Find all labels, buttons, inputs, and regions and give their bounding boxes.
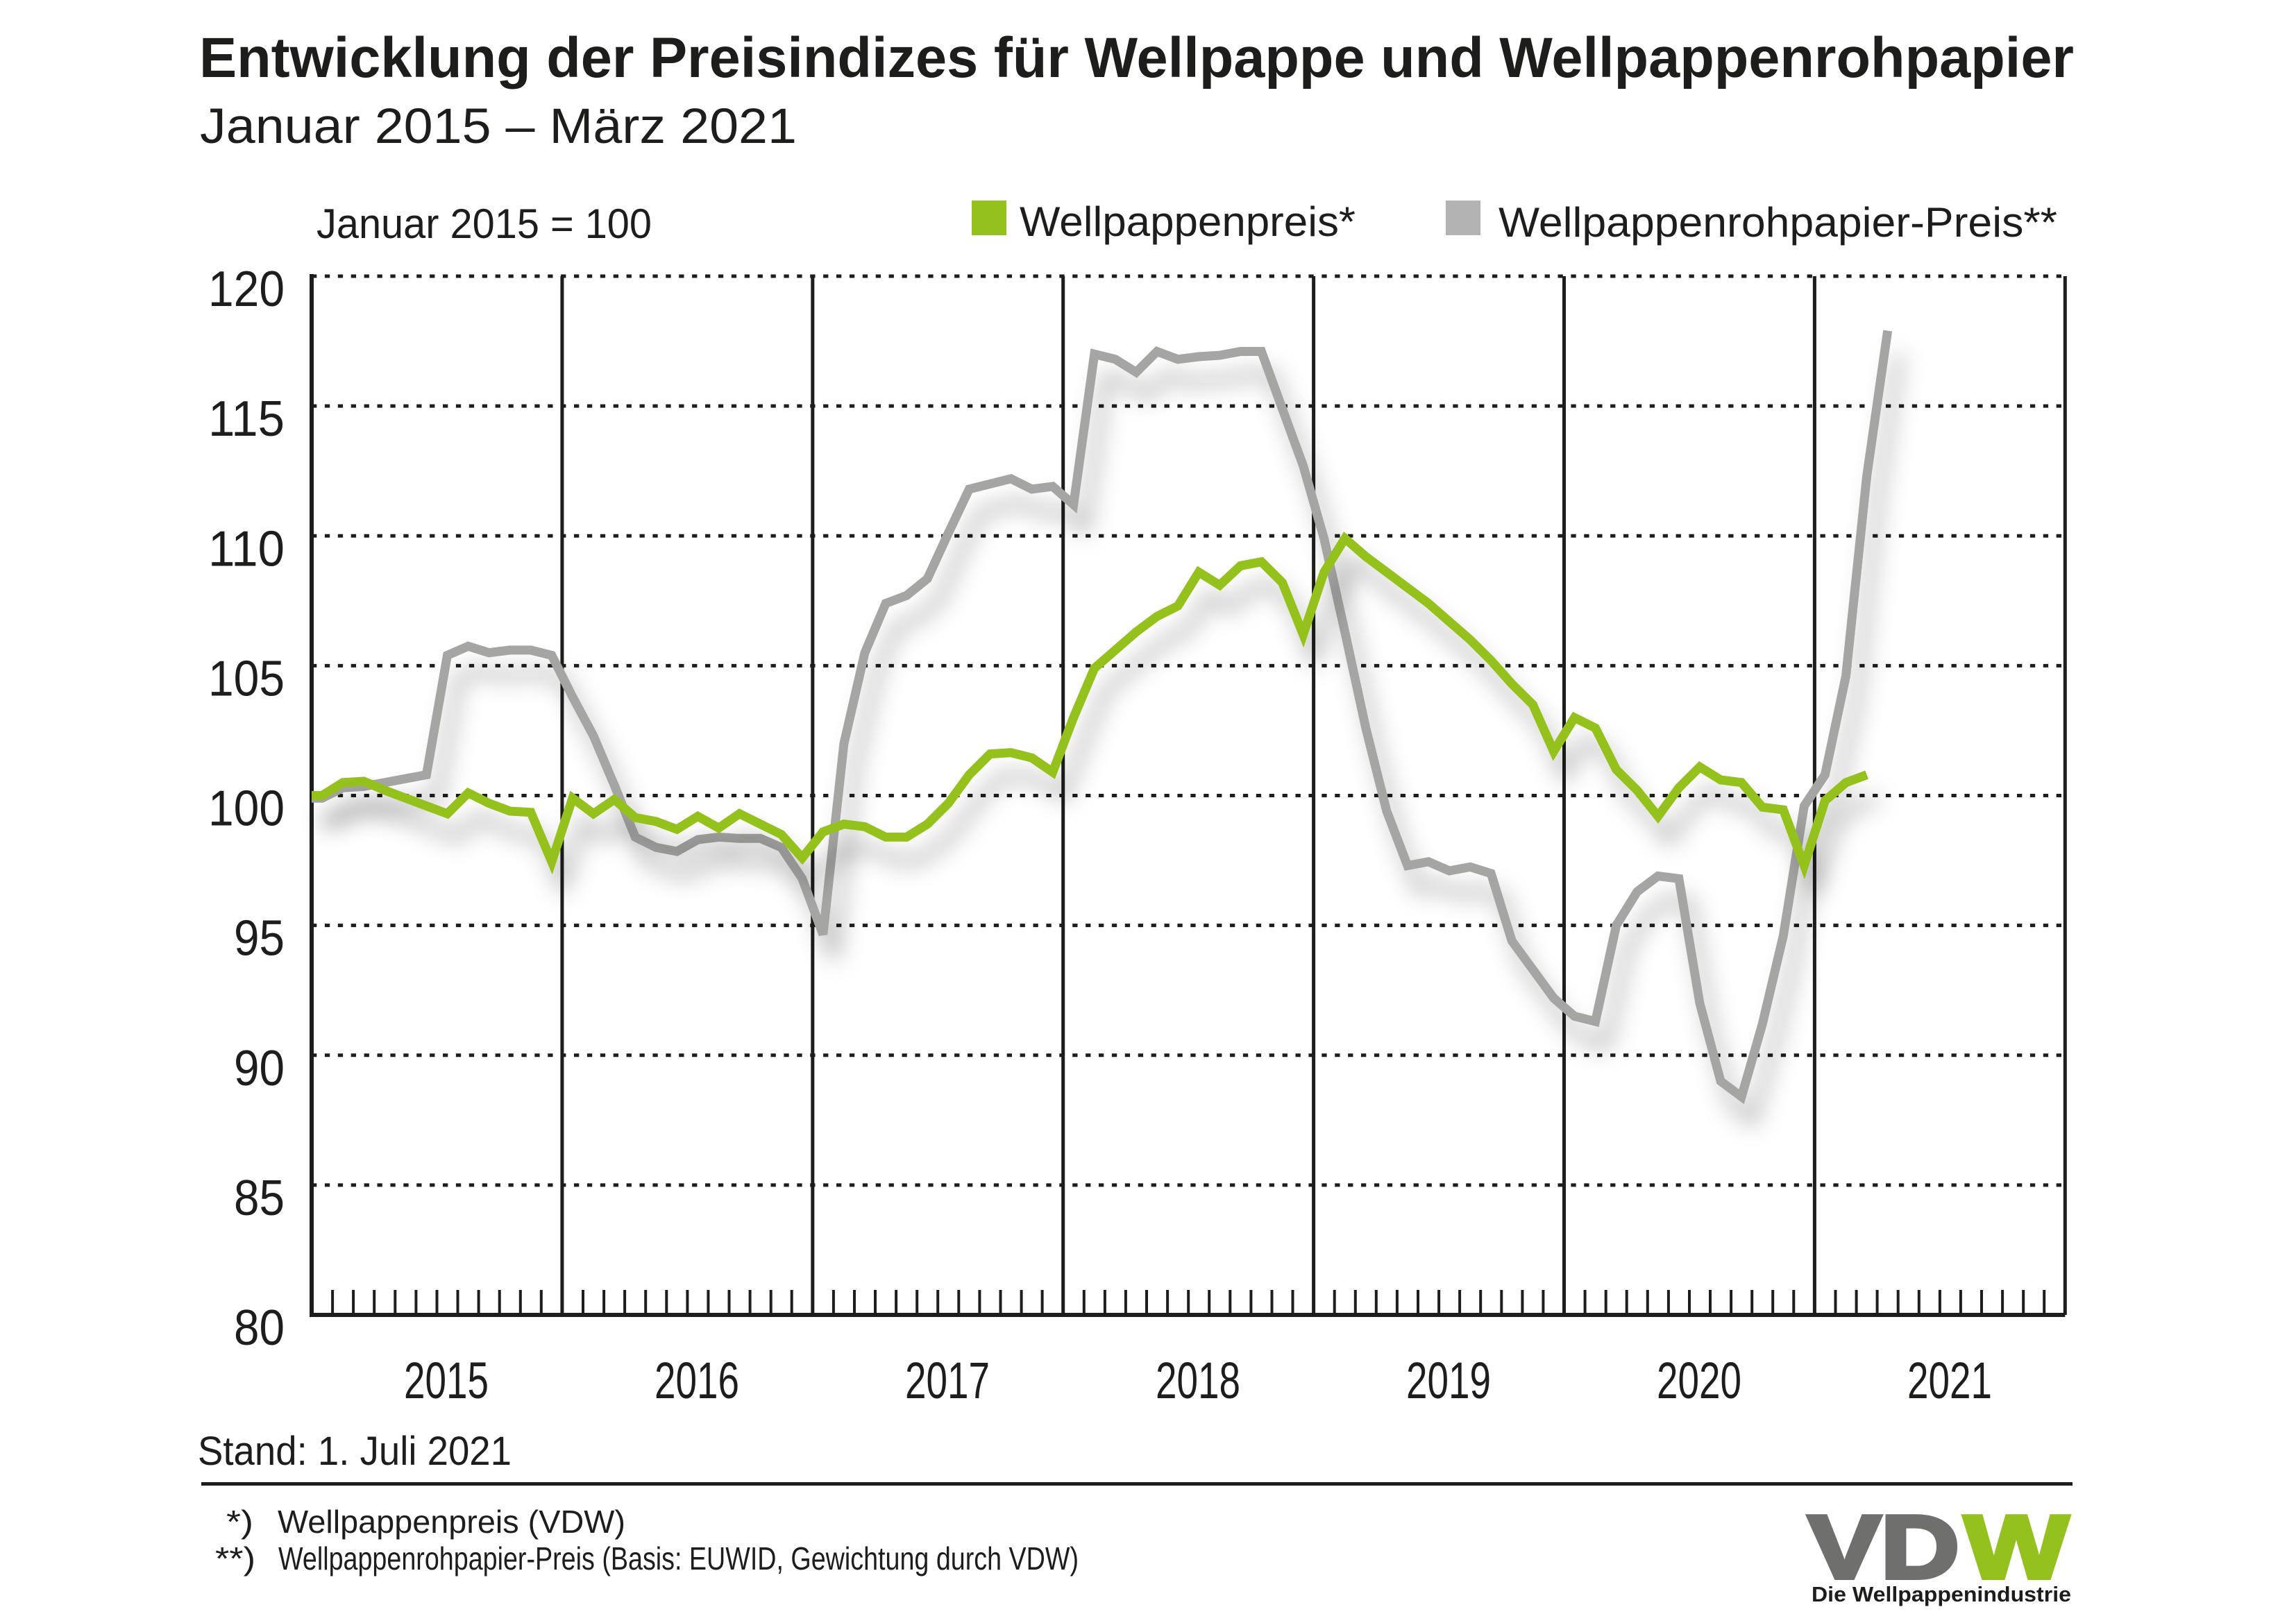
svg-text:2018: 2018 [1156,1352,1240,1409]
svg-text:80: 80 [234,1300,285,1356]
svg-text:Januar 2015 = 100: Januar 2015 = 100 [316,201,652,247]
svg-text:2016: 2016 [655,1352,739,1409]
svg-text:2015: 2015 [404,1352,489,1409]
svg-text:2021: 2021 [1907,1352,1992,1409]
svg-text:Entwicklung der Preisindizes f: Entwicklung der Preisindizes für Wellpap… [199,26,2074,90]
svg-text:Januar 2015 – März 2021: Januar 2015 – März 2021 [200,99,797,154]
svg-text:2020: 2020 [1657,1352,1741,1409]
svg-text:*): *) [226,1504,253,1540]
svg-text:85: 85 [234,1171,285,1226]
svg-text:Stand: 1. Juli 2021: Stand: 1. Juli 2021 [198,1429,512,1474]
svg-text:90: 90 [234,1041,285,1096]
svg-text:2019: 2019 [1406,1352,1491,1409]
svg-text:105: 105 [208,651,285,706]
svg-text:110: 110 [208,521,285,577]
svg-text:115: 115 [208,391,285,447]
svg-text:Wellpappenpreis*: Wellpappenpreis* [1020,198,1356,245]
svg-text:W: W [1964,1497,2068,1597]
svg-text:**): **) [215,1540,255,1577]
svg-text:100: 100 [208,781,285,837]
svg-text:Wellpappenrohpapier-Preis**: Wellpappenrohpapier-Preis** [1499,199,2057,246]
svg-text:Wellpappenrohpapier-Preis (Bas: Wellpappenrohpapier-Preis (Basis: EUWID,… [278,1540,1079,1577]
svg-text:VD: VD [1808,1497,1959,1597]
svg-text:95: 95 [234,911,285,967]
svg-text:120: 120 [208,262,285,317]
svg-text:2017: 2017 [905,1352,990,1409]
svg-text:Die Wellpappenindustrie: Die Wellpappenindustrie [1812,1582,2071,1606]
svg-text:Wellpappenpreis (VDW): Wellpappenpreis (VDW) [278,1504,625,1540]
